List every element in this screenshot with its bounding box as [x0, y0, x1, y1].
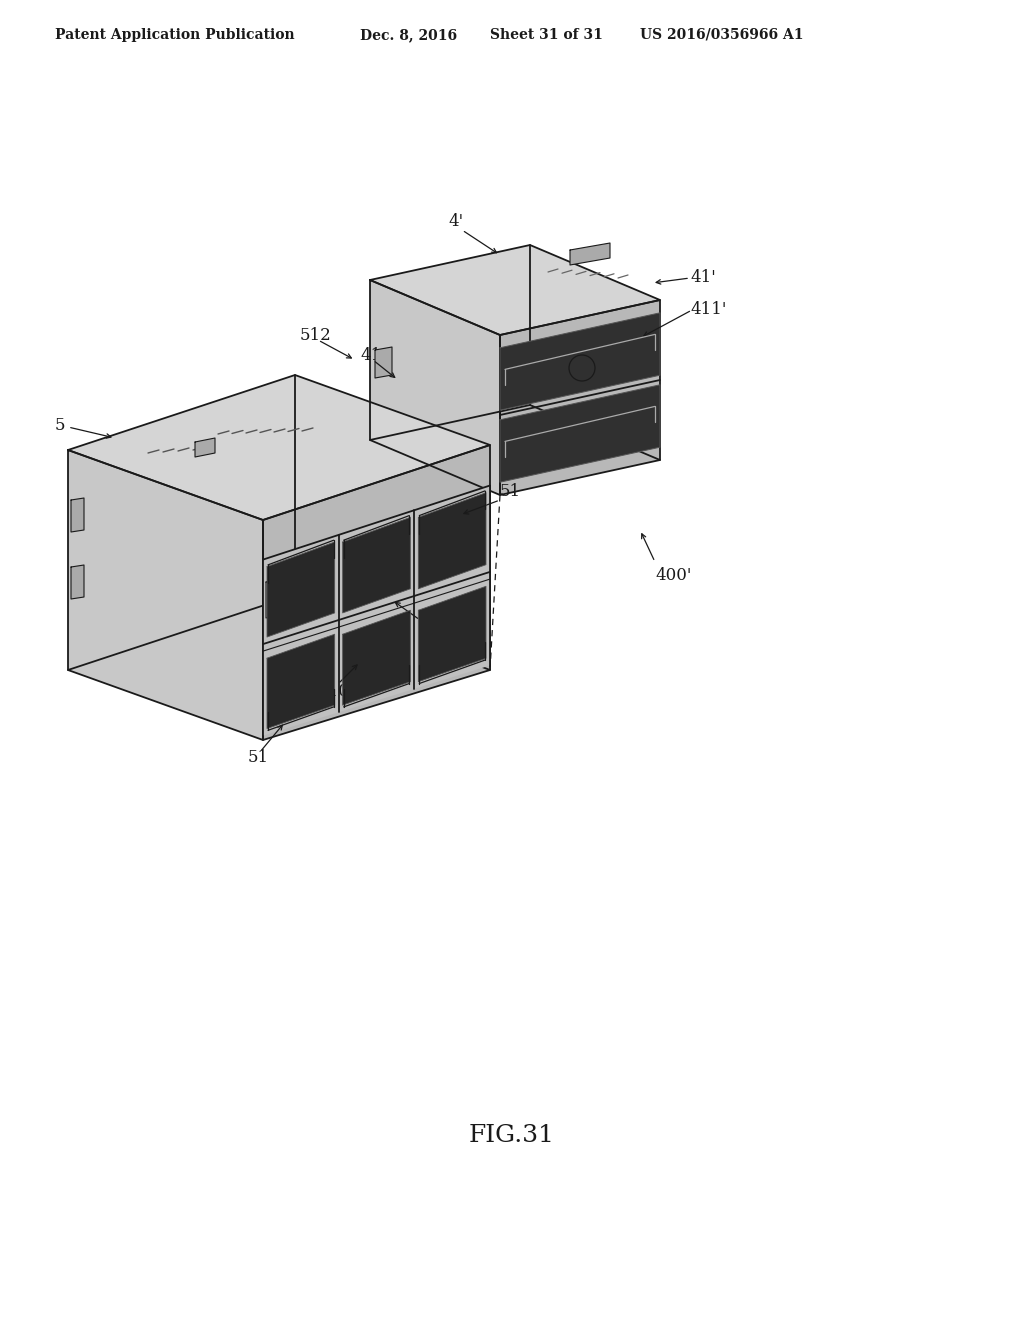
Polygon shape	[415, 486, 490, 689]
Text: 400': 400'	[655, 566, 691, 583]
Polygon shape	[68, 450, 263, 741]
Text: 4': 4'	[449, 214, 463, 231]
Polygon shape	[267, 634, 335, 729]
Polygon shape	[570, 243, 610, 265]
Polygon shape	[71, 565, 84, 599]
Text: 512: 512	[300, 326, 332, 343]
Polygon shape	[263, 535, 339, 735]
Polygon shape	[343, 610, 411, 705]
Text: 5: 5	[55, 417, 66, 433]
Text: Patent Application Publication: Patent Application Publication	[55, 28, 295, 42]
Text: 41': 41'	[690, 269, 716, 286]
Text: Dec. 8, 2016: Dec. 8, 2016	[360, 28, 457, 42]
Polygon shape	[68, 375, 490, 520]
Polygon shape	[71, 498, 84, 532]
Polygon shape	[500, 300, 660, 495]
Polygon shape	[419, 492, 486, 589]
Polygon shape	[419, 586, 486, 681]
Polygon shape	[267, 543, 335, 638]
Polygon shape	[339, 511, 415, 713]
Text: 51: 51	[500, 483, 521, 500]
Polygon shape	[263, 445, 490, 741]
Text: 510: 510	[420, 622, 452, 639]
Polygon shape	[195, 438, 215, 457]
Text: US 2016/0356966 A1: US 2016/0356966 A1	[640, 28, 804, 42]
Text: 411': 411'	[690, 301, 726, 318]
Polygon shape	[370, 280, 500, 495]
Polygon shape	[375, 347, 392, 378]
Polygon shape	[370, 246, 660, 335]
Text: 51: 51	[248, 750, 269, 767]
Polygon shape	[343, 517, 411, 612]
Text: FIG.31: FIG.31	[469, 1123, 555, 1147]
Polygon shape	[500, 313, 660, 411]
Text: 510: 510	[318, 684, 350, 701]
Text: 413: 413	[360, 346, 392, 363]
Polygon shape	[500, 385, 660, 482]
Text: Sheet 31 of 31: Sheet 31 of 31	[490, 28, 603, 42]
Polygon shape	[266, 577, 282, 618]
